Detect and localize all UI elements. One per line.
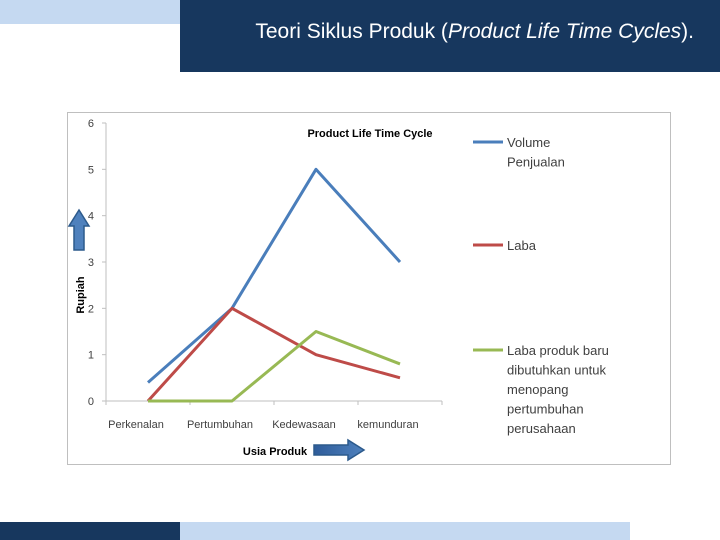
top-accent-bar (0, 0, 180, 24)
y-tick-label: 0 (88, 396, 94, 408)
slide-title: Teori Siklus Produk (Product Life Time C… (255, 20, 694, 43)
right-arrow-icon (313, 438, 366, 462)
x-axis-label: Usia Produk (243, 446, 308, 458)
legend-label: Laba produk baru (507, 343, 609, 358)
chart-frame (67, 112, 671, 465)
y-tick-label: 4 (88, 211, 94, 223)
series-line-2 (146, 306, 401, 403)
legend-label: perusahaan (507, 421, 576, 436)
y-tick-label: 3 (88, 257, 94, 269)
x-tick-label: Kedewasaan (272, 419, 336, 431)
up-arrow-icon (67, 208, 91, 251)
bottom-accent-light (180, 522, 630, 540)
y-axis-label: Rupiah (75, 276, 87, 314)
legend-label: Volume (507, 135, 550, 150)
legend-label: dibutuhkan untuk (507, 363, 607, 378)
x-tick-label: kemunduran (357, 419, 418, 431)
y-tick-label: 1 (88, 350, 94, 362)
y-tick-label: 2 (88, 303, 94, 315)
title-bar: Teori Siklus Produk (Product Life Time C… (180, 0, 720, 72)
x-tick-label: Perkenalan (108, 419, 164, 431)
bottom-accent-dark (0, 522, 180, 540)
y-tick-label: 6 (88, 118, 94, 130)
chart-title: Product Life Time Cycle (307, 128, 432, 140)
legend-label: pertumbuhan (507, 402, 584, 417)
legend-label: Penjualan (507, 155, 565, 170)
y-tick-label: 5 (88, 164, 94, 176)
legend-label: Laba (507, 238, 537, 253)
legend-label: menopang (507, 382, 568, 397)
series-line-1 (147, 167, 402, 384)
x-tick-label: Pertumbuhan (187, 419, 253, 431)
series-line-3 (148, 330, 401, 403)
